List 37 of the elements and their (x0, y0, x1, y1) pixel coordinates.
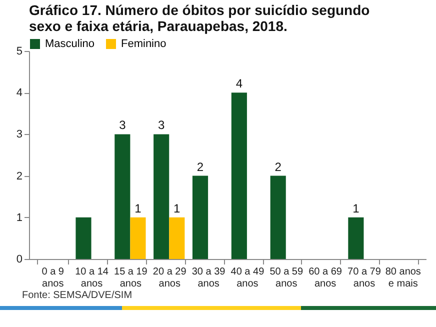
bar (192, 176, 208, 259)
source-note: Fonte: SEMSA/DVE/SIM (21, 290, 134, 303)
y-tick-label: 5 (16, 46, 22, 58)
x-tick-label: 80 anos e mais (385, 266, 421, 290)
x-tick-label: 20 a 29 anos (152, 266, 187, 290)
legend-label: Feminino (121, 38, 166, 50)
data-label: 3 (119, 118, 126, 132)
data-label: 1 (134, 201, 142, 216)
data-label: 3 (158, 118, 165, 132)
x-tick-label: 70 a 79 anos (348, 266, 382, 290)
data-label: 1 (352, 201, 360, 216)
bar (169, 217, 185, 259)
data-label: 2 (196, 160, 204, 174)
bar (130, 217, 146, 259)
y-tick-label: 1 (16, 212, 22, 224)
bar (114, 134, 130, 259)
bar (270, 176, 286, 259)
bar (76, 217, 92, 259)
y-tick-label: 2 (16, 170, 22, 182)
data-label: 4 (236, 76, 243, 91)
x-tick-label: 40 a 49 anos (230, 266, 265, 290)
x-tick-label: 15 a 19 anos (114, 266, 148, 290)
y-tick-label: 4 (16, 87, 22, 100)
legend-label: Masculino (45, 38, 95, 50)
x-tick-label: 60 a 69 anos (308, 266, 342, 290)
bar (154, 134, 170, 259)
x-tick-label: 10 a 14 anos (75, 266, 109, 290)
x-tick-label: 0 a 9 anos (42, 266, 64, 290)
chart-title: Gráfico 17. Número de óbitos por suicídio segundo sexo e faixa etária, Parauapebas, 2018. (29, 2, 370, 34)
x-tick-label: 50 a 59 anos (270, 266, 304, 290)
y-tick-label: 0 (16, 254, 22, 266)
bar (231, 92, 247, 259)
bar (348, 217, 364, 259)
data-label: 2 (274, 160, 282, 174)
x-tick-label: 30 a 39 anos (192, 266, 226, 290)
y-tick-label: 3 (16, 128, 22, 141)
data-label: 1 (174, 201, 181, 216)
